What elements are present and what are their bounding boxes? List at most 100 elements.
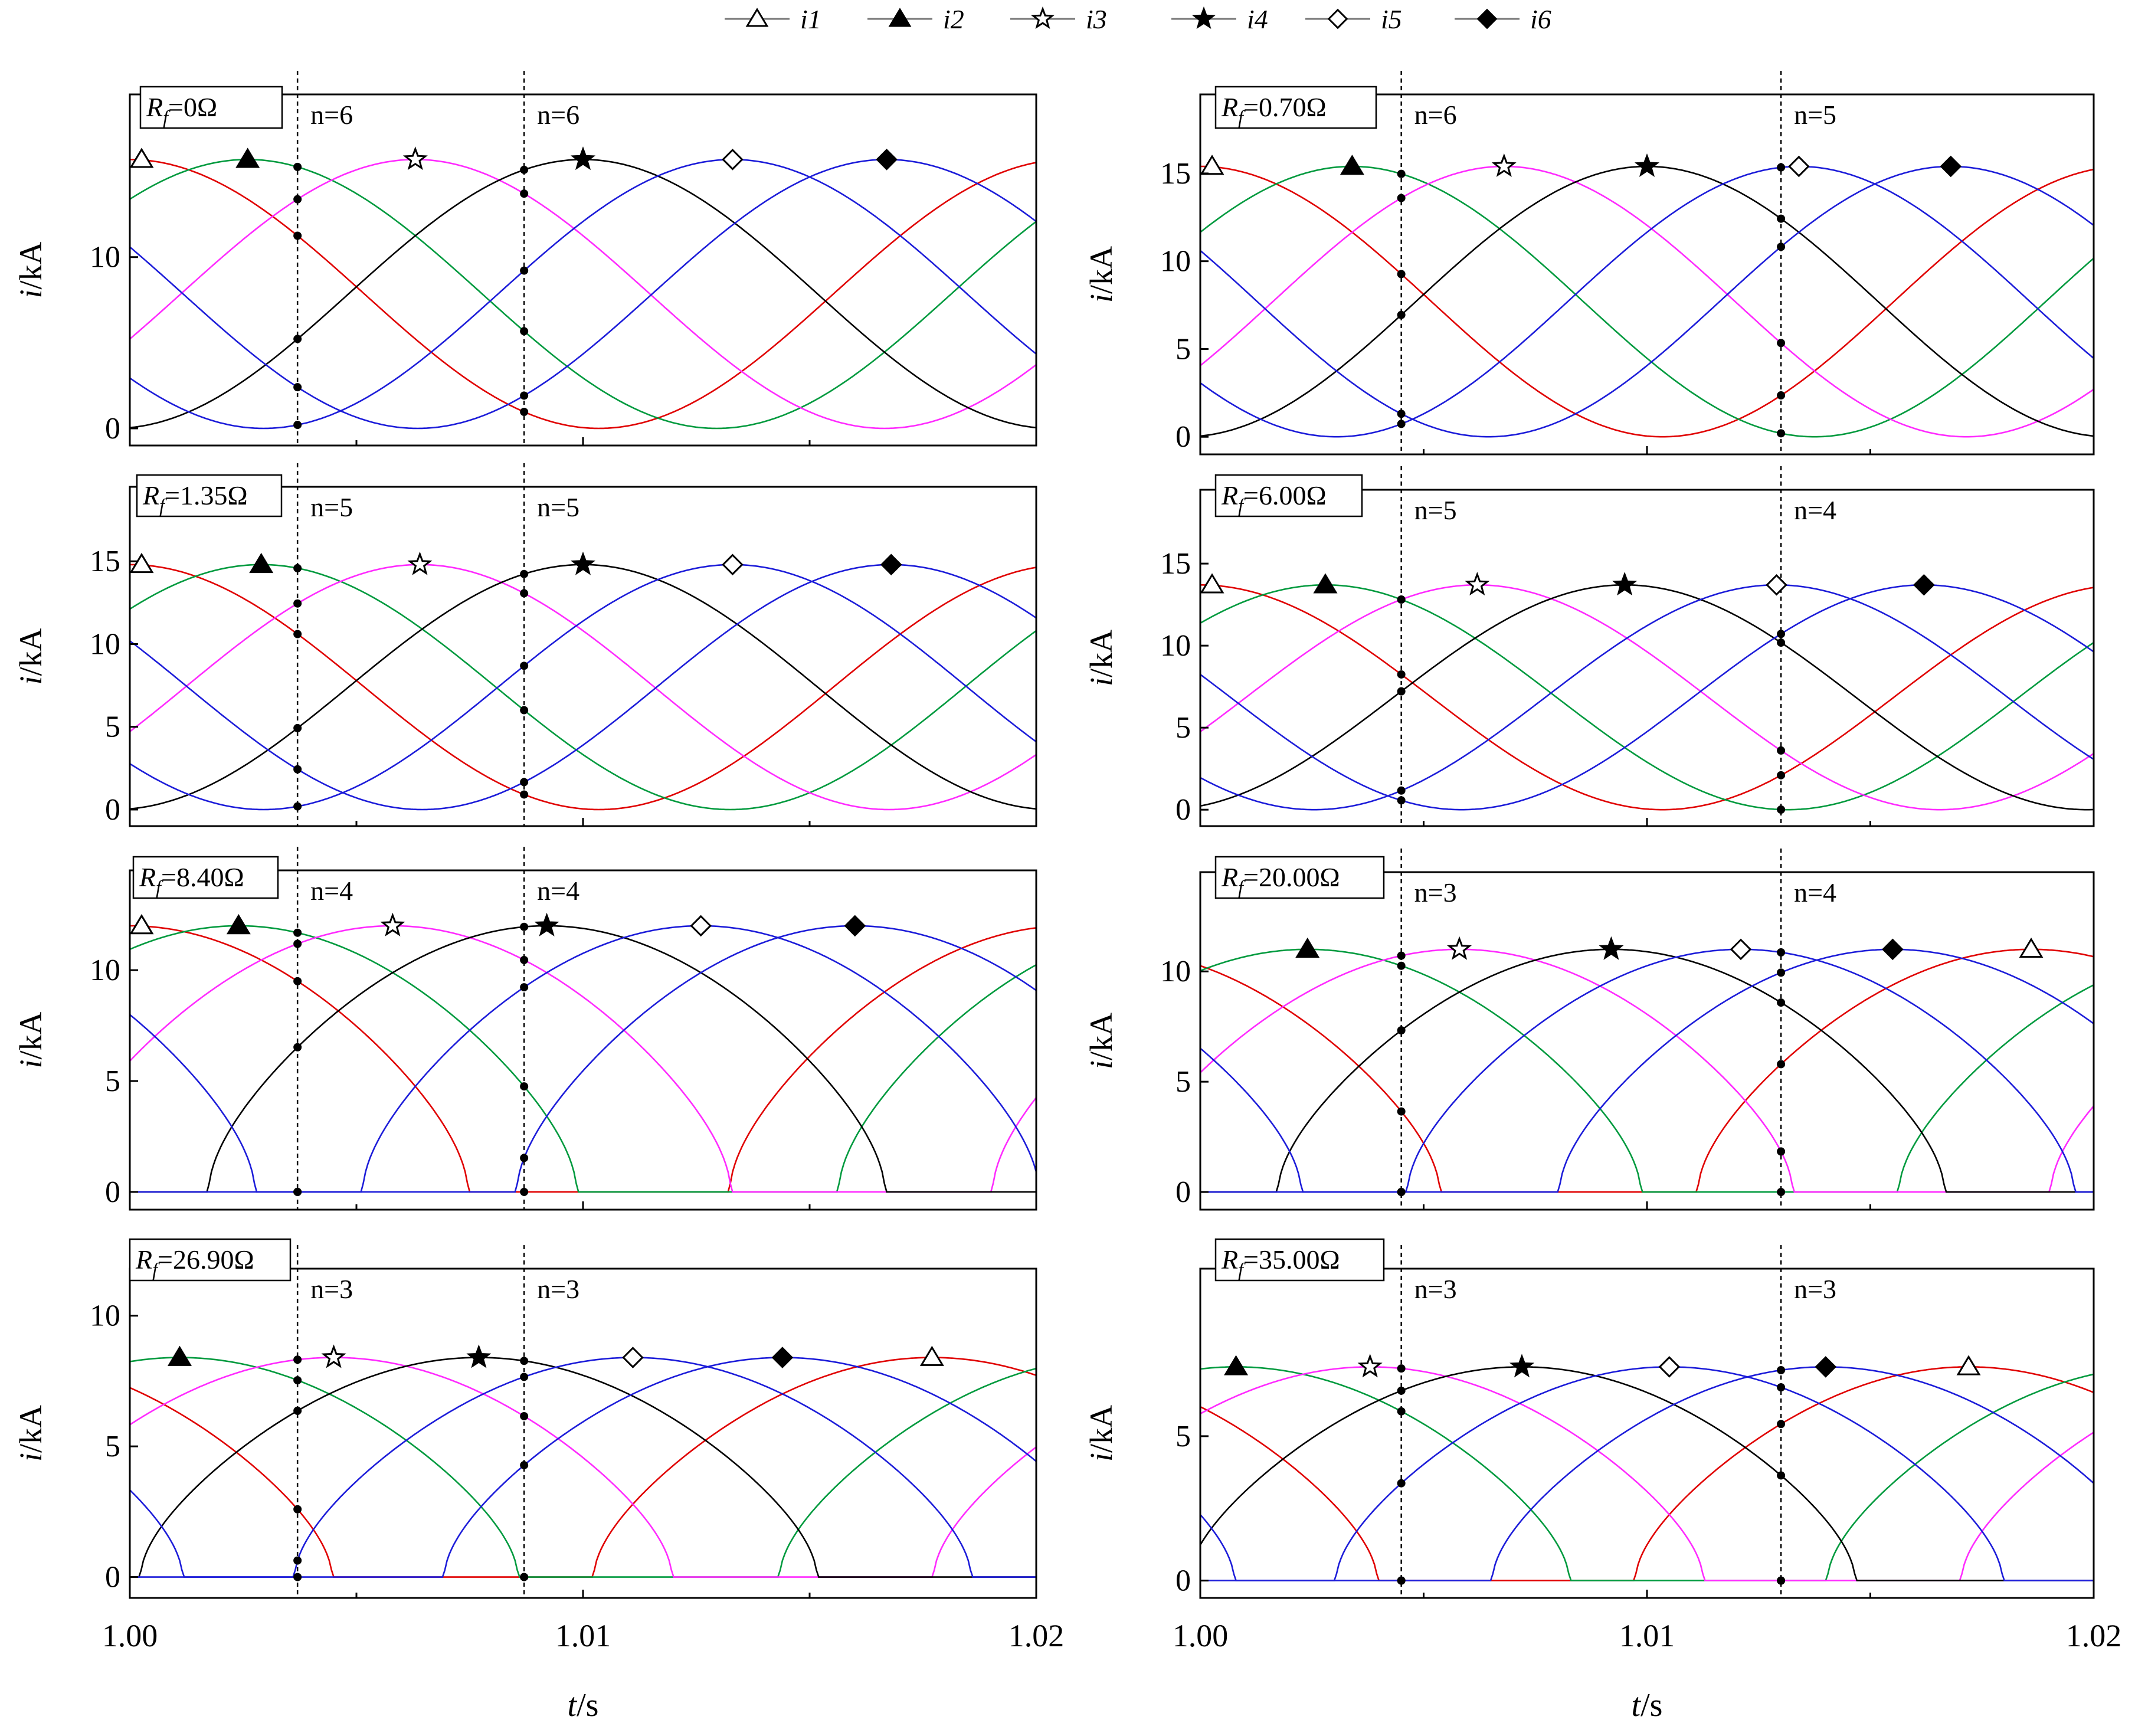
y-tick-label: 0 (1175, 1564, 1191, 1598)
n-label: n=5 (537, 492, 579, 522)
switch-point-i2 (520, 1573, 529, 1581)
series-line-i1 (130, 159, 1036, 430)
switch-point-i4 (1777, 638, 1786, 647)
switch-point-i1 (1777, 771, 1786, 779)
series-line-i5 (130, 159, 1036, 430)
switch-point-i5 (520, 1373, 529, 1381)
switch-point-i2 (1397, 1407, 1406, 1416)
x-axis-labels: 1.00 1.01 1.02 t/s 1.00 1.01 1.02 t/s (102, 1618, 2122, 1724)
panel-curves (1200, 948, 2094, 1193)
n-label: n=3 (1794, 1274, 1836, 1304)
switch-point-i6 (1397, 1576, 1406, 1585)
series-line-i1 (130, 1357, 1036, 1578)
rf-box-frame (129, 1238, 292, 1282)
panel-4: n=5 n=4 0 5 10 15 i/kA Rf=6.00Ω (1083, 466, 2095, 827)
switch-point-i6 (520, 391, 529, 400)
series-line-i1 (1200, 584, 2094, 811)
peak-marker-i5 (722, 553, 744, 576)
switch-point-i1 (520, 407, 529, 416)
legend-item-i4: i4 (1171, 4, 1268, 34)
y-tick-label: 0 (1175, 420, 1191, 454)
y-tick-label: 5 (1175, 1420, 1191, 1453)
switch-point-i2 (1777, 429, 1786, 438)
switch-point-i1 (1397, 1107, 1406, 1116)
switch-point-i3 (293, 1355, 302, 1364)
n-label: n=6 (310, 100, 353, 130)
panel-frame (129, 486, 1037, 827)
y-tick-label: 0 (105, 793, 120, 827)
switch-point-i2 (293, 564, 302, 572)
peak-marker-i3 (1465, 572, 1490, 596)
x-tick-label: 1.00 (102, 1618, 158, 1653)
y-tick-label: 10 (90, 241, 120, 274)
n-label: n=4 (310, 876, 353, 906)
series-line-i1 (1200, 948, 2094, 1193)
peak-marker-i3 (1447, 936, 1472, 960)
peak-marker-i4 (534, 912, 559, 936)
peak-marker-i3 (1357, 1354, 1383, 1378)
series-line-i5 (1200, 1366, 2094, 1581)
n-label: n=5 (1794, 100, 1836, 130)
series-line-i3 (1200, 584, 2094, 811)
peak-marker-i3 (407, 551, 433, 575)
peak-marker-i2 (167, 1345, 192, 1366)
switch-point-i1 (520, 1187, 529, 1196)
switch-point-i5 (293, 421, 302, 430)
switch-point-i4 (1397, 310, 1406, 319)
panel-8: n=3 n=3 0 5 i/kA Rf=35.00Ω (1083, 1238, 2095, 1599)
panel-6: n=3 n=4 0 5 10 i/kA Rf=20.00Ω (1083, 849, 2095, 1211)
rf-label: Rf=6.00Ω (1221, 480, 1327, 516)
y-tick-label: 10 (1160, 245, 1191, 279)
panel-curves (130, 564, 1036, 811)
legend-marker-i1 (745, 8, 769, 27)
x-tick-label: 1.01 (1619, 1618, 1675, 1653)
series-line-i5 (1200, 948, 2094, 1193)
panel-7: n=3 n=3 0 5 10 i/kA Rf=26.90Ω (13, 1238, 1037, 1599)
switch-point-i6 (293, 1187, 302, 1196)
series-line-i5 (130, 925, 1036, 1193)
peak-marker-i2 (249, 552, 274, 574)
switch-point-i5 (520, 266, 529, 275)
y-tick-label: 0 (1175, 1175, 1191, 1209)
series-line-i4 (130, 925, 1036, 1193)
legend-marker-i5 (1327, 8, 1348, 30)
switch-point-i4 (520, 1357, 529, 1365)
switch-point-i1 (1777, 1420, 1786, 1429)
peak-marker-i4 (1599, 936, 1624, 960)
series-line-i5 (1200, 584, 2094, 811)
series-line-i2 (130, 564, 1036, 811)
switch-point-i2 (293, 928, 302, 937)
switch-point-i5 (293, 1556, 302, 1565)
chart-panels: n=6 n=6 0 10 i/kA Rf=0Ω n=6 n=5 0 5 10 15 i/kA Rf=0.7… (13, 71, 2095, 1599)
peak-marker-i1 (1200, 573, 1224, 594)
n-label: n=3 (1414, 1274, 1457, 1304)
switch-point-i3 (520, 589, 529, 598)
x-axis-title: t/s (1632, 1687, 1663, 1724)
series-line-i6 (130, 925, 1036, 1193)
legend-label-i6: i6 (1530, 4, 1551, 34)
rf-box-frame (1214, 474, 1363, 517)
rf-label-box: Rf=0Ω (139, 86, 283, 129)
series-line-i4 (130, 1357, 1036, 1578)
switch-point-i2 (1397, 169, 1406, 178)
y-tick-label: 5 (105, 1430, 120, 1463)
switch-point-i5 (1397, 786, 1406, 795)
n-label: n=6 (537, 100, 579, 130)
chart-legend: i1 i2 i3 i4 i5 i6 (725, 4, 1551, 34)
switch-point-i3 (520, 1412, 529, 1421)
rf-label: Rf=1.35Ω (142, 480, 248, 516)
series-line-i4 (1200, 1366, 2094, 1581)
peak-marker-i4 (570, 551, 596, 575)
n-label: n=4 (1794, 877, 1836, 908)
n-label: n=6 (1414, 100, 1457, 130)
switch-point-i5 (1777, 163, 1786, 172)
y-tick-label: 5 (105, 710, 120, 744)
legend-item-i5: i5 (1305, 4, 1402, 34)
switch-point-i1 (293, 231, 302, 240)
series-line-i3 (130, 925, 1036, 1193)
panel-curves (1200, 584, 2094, 811)
switch-point-i2 (520, 706, 529, 715)
peak-marker-i2 (1295, 937, 1320, 958)
peak-marker-i6 (1815, 1356, 1837, 1378)
y-tick-label: 0 (105, 1175, 120, 1209)
